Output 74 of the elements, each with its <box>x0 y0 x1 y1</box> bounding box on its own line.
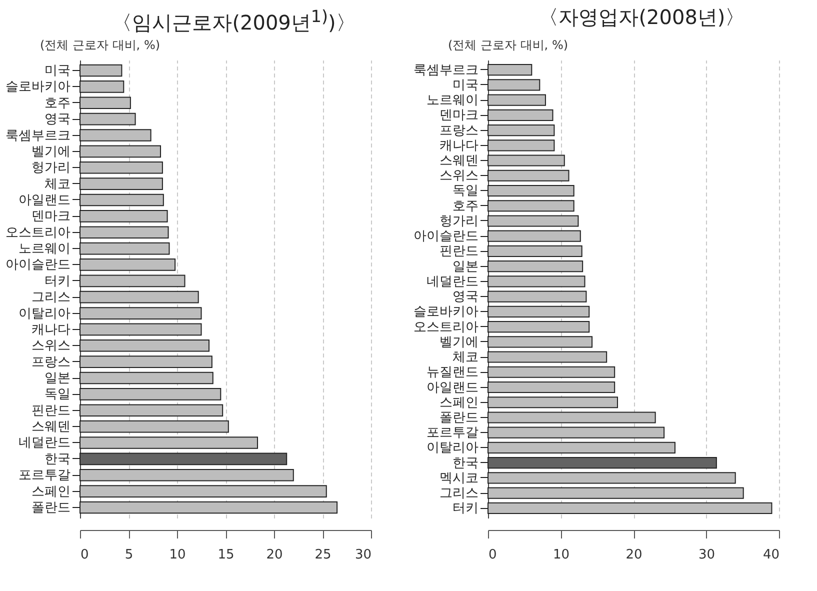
y-tick-label: 오스트리아 <box>414 320 478 335</box>
y-tick-label: 영국 <box>44 112 70 128</box>
x-tick-label: 15 <box>218 548 234 562</box>
y-tick-label: 슬로바키아 <box>414 304 478 320</box>
y-tick-label: 터키 <box>44 274 70 289</box>
y-tick-label: 체코 <box>44 176 70 192</box>
x-tick-label: 20 <box>626 548 642 562</box>
y-tick-label: 오스트리아 <box>6 225 70 240</box>
y-tick-label: 일본 <box>44 371 70 386</box>
y-tick-label: 벨기에 <box>440 334 478 350</box>
y-tick-label: 네덜란드 <box>426 274 478 290</box>
y-tick-label: 아일랜드 <box>426 380 478 396</box>
x-tick-label: 5 <box>124 548 134 562</box>
y-tick-label: 체코 <box>452 350 478 366</box>
x-tick-label: 10 <box>169 548 186 562</box>
y-tick-label: 그리스 <box>32 290 70 306</box>
y-tick-label: 영국 <box>452 290 478 305</box>
y-tick-label: 프랑스 <box>32 354 70 370</box>
y-tick-label: 이탈리아 <box>18 306 70 322</box>
y-tick-label: 스웨덴 <box>440 154 478 169</box>
y-tick-label: 독일 <box>452 184 478 199</box>
y-tick-label: 덴마크 <box>32 209 70 224</box>
x-tick-label: 0 <box>80 548 89 562</box>
y-tick-label: 캐나다 <box>32 322 70 338</box>
y-tick-label: 포르투갈 <box>426 426 478 441</box>
y-tick-label: 그리스 <box>440 486 478 502</box>
y-tick-label: 덴마크 <box>440 108 478 124</box>
y-tick-label: 네덜란드 <box>18 436 70 451</box>
y-tick-label: 룩셈부르크 <box>6 128 70 144</box>
y-tick-label: 핀란드 <box>32 403 70 418</box>
chart-title: 〈임시근로자(2009년$^{1)}$)〉 <box>111 6 357 35</box>
chart-subtitle: (전체 근로자 대비, %) <box>40 38 160 52</box>
x-tick-label: 10 <box>552 548 570 562</box>
y-tick-label: 미국 <box>452 78 478 93</box>
x-tick-label: 30 <box>698 548 716 562</box>
y-tick-label: 핀란드 <box>440 244 478 260</box>
chart-subtitle: (전체 근로자 대비, %) <box>448 38 568 52</box>
y-tick-label: 아이슬란드 <box>414 229 478 244</box>
y-tick-label: 프랑스 <box>440 123 478 138</box>
y-tick-label: 노르웨이 <box>426 93 478 108</box>
y-tick-label: 스페인 <box>440 395 478 410</box>
y-tick-label: 룩셈부르크 <box>414 62 478 78</box>
y-tick-label: 헝가리 <box>440 214 478 229</box>
y-tick-label: 스웨덴 <box>32 420 70 435</box>
y-tick-label: 멕시코 <box>440 470 478 486</box>
y-tick-label: 헝가리 <box>32 160 70 176</box>
y-tick-label: 폴란드 <box>440 410 478 426</box>
x-tick-label: 25 <box>314 548 332 562</box>
y-tick-label: 스위스 <box>32 338 70 354</box>
y-tick-label: 아이슬란드 <box>6 258 70 273</box>
y-tick-label: 한국 <box>452 456 478 471</box>
x-tick-label: 30 <box>354 548 372 562</box>
x-tick-label: 0 <box>488 548 497 562</box>
y-tick-label: 일본 <box>452 259 478 274</box>
y-tick-label: 터키 <box>452 501 478 516</box>
y-tick-label: 캐나다 <box>440 138 478 154</box>
y-tick-label: 아일랜드 <box>18 192 70 208</box>
y-tick-label: 노르웨이 <box>18 242 70 257</box>
y-tick-label: 독일 <box>44 387 70 402</box>
y-tick-label: 뉴질랜드 <box>426 365 478 380</box>
y-tick-label: 호주 <box>44 96 70 111</box>
y-tick-label: 포르투갈 <box>18 468 70 484</box>
y-tick-label: 벨기에 <box>32 144 70 160</box>
y-tick-label: 슬로바키아 <box>6 80 70 95</box>
y-tick-label: 미국 <box>44 64 70 79</box>
y-tick-label: 호주 <box>452 198 478 214</box>
chart-title: 〈자영업자(2008년)〉 <box>538 4 746 31</box>
x-tick-label: 40 <box>762 548 780 562</box>
x-tick-label: 20 <box>266 548 283 562</box>
y-tick-label: 스페인 <box>32 484 70 500</box>
y-tick-label: 이탈리아 <box>426 440 478 456</box>
y-tick-label: 한국 <box>44 452 70 467</box>
y-tick-label: 폴란드 <box>32 500 70 516</box>
y-tick-label: 스위스 <box>440 168 478 184</box>
